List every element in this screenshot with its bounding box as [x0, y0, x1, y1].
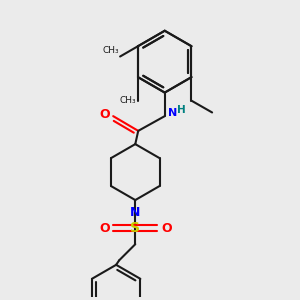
Text: O: O [161, 221, 172, 235]
Text: N: N [130, 206, 140, 219]
Text: CH₃: CH₃ [102, 46, 119, 55]
Text: H: H [177, 105, 186, 115]
Text: O: O [99, 221, 110, 235]
Text: S: S [130, 221, 140, 235]
Text: CH₃: CH₃ [120, 96, 136, 105]
Text: O: O [100, 108, 110, 121]
Text: N: N [168, 108, 178, 118]
